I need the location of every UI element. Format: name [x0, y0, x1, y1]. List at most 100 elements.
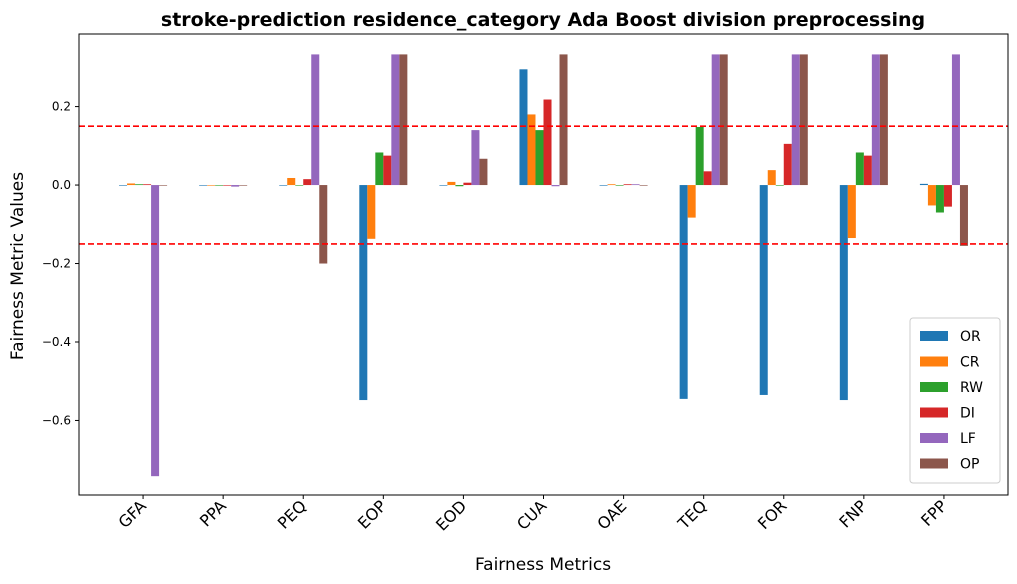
legend-swatch-cr [920, 356, 948, 367]
bar-op-teq [719, 54, 728, 186]
bar-lf-gfa [151, 185, 160, 477]
bar-op-eod [479, 158, 488, 186]
bar-lf-eod [471, 130, 480, 186]
x-tick-label-cua: CUA [513, 496, 550, 533]
bar-or-eod [439, 185, 448, 186]
x-tick-label-teq: TEQ [673, 496, 710, 533]
bar-di-cua [543, 99, 552, 186]
x-tick-label-gfa: GFA [114, 496, 149, 531]
bar-rw-fnp [855, 152, 864, 186]
bar-cr-for [767, 170, 776, 186]
legend-swatch-di [920, 407, 948, 418]
y-tick-label: 0.2 [52, 100, 71, 114]
bar-rw-eod [455, 185, 464, 187]
bar-or-teq [679, 185, 688, 399]
legend-label-rw: RW [960, 380, 983, 396]
bar-lf-peq [311, 54, 320, 186]
legend: OR CR RW DI LF OP [909, 317, 1001, 484]
bar-op-eop [399, 54, 408, 186]
bar-cr-oae [607, 184, 616, 186]
bar-lf-fnp [871, 54, 880, 186]
bar-lf-ppa [231, 185, 240, 187]
bar-rw-fpp [935, 185, 944, 213]
bar-di-eod [463, 182, 472, 186]
x-tick-label-eod: EOD [432, 496, 470, 534]
x-tick-label-ppa: PPA [196, 496, 230, 530]
x-tick-label-oae: OAE [593, 496, 630, 533]
bar-or-ppa [199, 185, 208, 186]
bar-rw-eop [375, 152, 384, 186]
bar-di-for [783, 143, 792, 186]
bar-cr-cua [527, 114, 536, 186]
bar-rw-for [775, 185, 784, 186]
bar-di-eop [383, 155, 392, 186]
legend-label-op: OP [960, 457, 979, 473]
bar-di-teq [703, 171, 712, 186]
y-tick-label: −0.6 [42, 413, 71, 427]
x-tick-label-peq: PEQ [274, 496, 310, 532]
bar-or-oae [599, 185, 608, 186]
y-ticks-group: −0.6 −0.4 −0.2 0.0 0.2 [42, 100, 79, 427]
bar-lf-fpp [951, 54, 960, 186]
bar-op-oae [639, 185, 648, 186]
legend-label-cr: CR [960, 355, 980, 371]
y-tick-label: −0.2 [42, 257, 71, 271]
y-axis-label: Fairness Metric Values [8, 172, 28, 360]
bar-cr-ppa [207, 185, 216, 186]
bar-or-fpp [919, 183, 928, 186]
bar-cr-fpp [927, 185, 936, 206]
x-axis-label: Fairness Metrics [475, 555, 611, 575]
bar-cr-teq [687, 185, 696, 218]
threshold-lines-group [79, 125, 1008, 245]
bar-or-for [759, 185, 768, 395]
x-tick-label-fnp: FNP [835, 496, 870, 531]
legend-label-di: DI [960, 406, 975, 422]
y-tick-label: 0.0 [52, 178, 71, 192]
bar-rw-oae [615, 185, 624, 186]
x-tick-label-fpp: FPP [917, 496, 951, 530]
bar-op-gfa [159, 185, 168, 186]
x-ticks-group: GFA PPA PEQ EOP EOD CUA OAE TEQ FOR FNP FPP [114, 495, 951, 535]
bar-di-peq [303, 179, 312, 186]
chart-title: stroke-prediction residence_category Ada… [161, 9, 925, 31]
legend-label-or: OR [960, 329, 981, 345]
bar-op-fnp [879, 54, 888, 186]
bar-rw-teq [695, 126, 704, 186]
bar-lf-for [791, 54, 800, 186]
bar-lf-eop [391, 54, 400, 186]
bar-or-gfa [119, 185, 128, 186]
bar-lf-teq [711, 54, 720, 186]
bar-rw-peq [295, 185, 304, 186]
bar-cr-gfa [127, 183, 136, 186]
bar-di-ppa [223, 185, 232, 186]
bar-di-oae [623, 184, 632, 186]
bar-lf-oae [631, 184, 640, 186]
bar-cr-fnp [847, 185, 856, 239]
bar-di-fnp [863, 155, 872, 186]
bar-cr-eop [367, 185, 376, 239]
bar-or-cua [519, 69, 528, 186]
bar-rw-gfa [135, 184, 144, 186]
bar-di-fpp [943, 185, 952, 207]
plot-frame [78, 33, 1009, 496]
legend-label-lf: LF [960, 431, 976, 447]
x-tick-label-for: FOR [754, 496, 791, 533]
legend-box [909, 317, 1001, 484]
bar-or-peq [279, 185, 288, 186]
legend-swatch-or [920, 331, 948, 341]
legend-swatch-rw [920, 382, 948, 392]
bar-op-fpp [959, 185, 968, 246]
bar-cr-eod [447, 181, 456, 186]
y-tick-label: −0.4 [42, 335, 71, 349]
bar-op-for [799, 54, 808, 186]
bar-rw-cua [535, 130, 544, 186]
bar-cr-peq [287, 177, 296, 186]
bar-lf-cua [551, 185, 560, 187]
bar-op-cua [559, 54, 568, 186]
bar-or-fnp [839, 185, 848, 401]
bar-or-eop [359, 185, 368, 401]
bar-rw-ppa [215, 185, 224, 186]
legend-swatch-op [920, 458, 948, 469]
bar-op-peq [319, 185, 328, 264]
